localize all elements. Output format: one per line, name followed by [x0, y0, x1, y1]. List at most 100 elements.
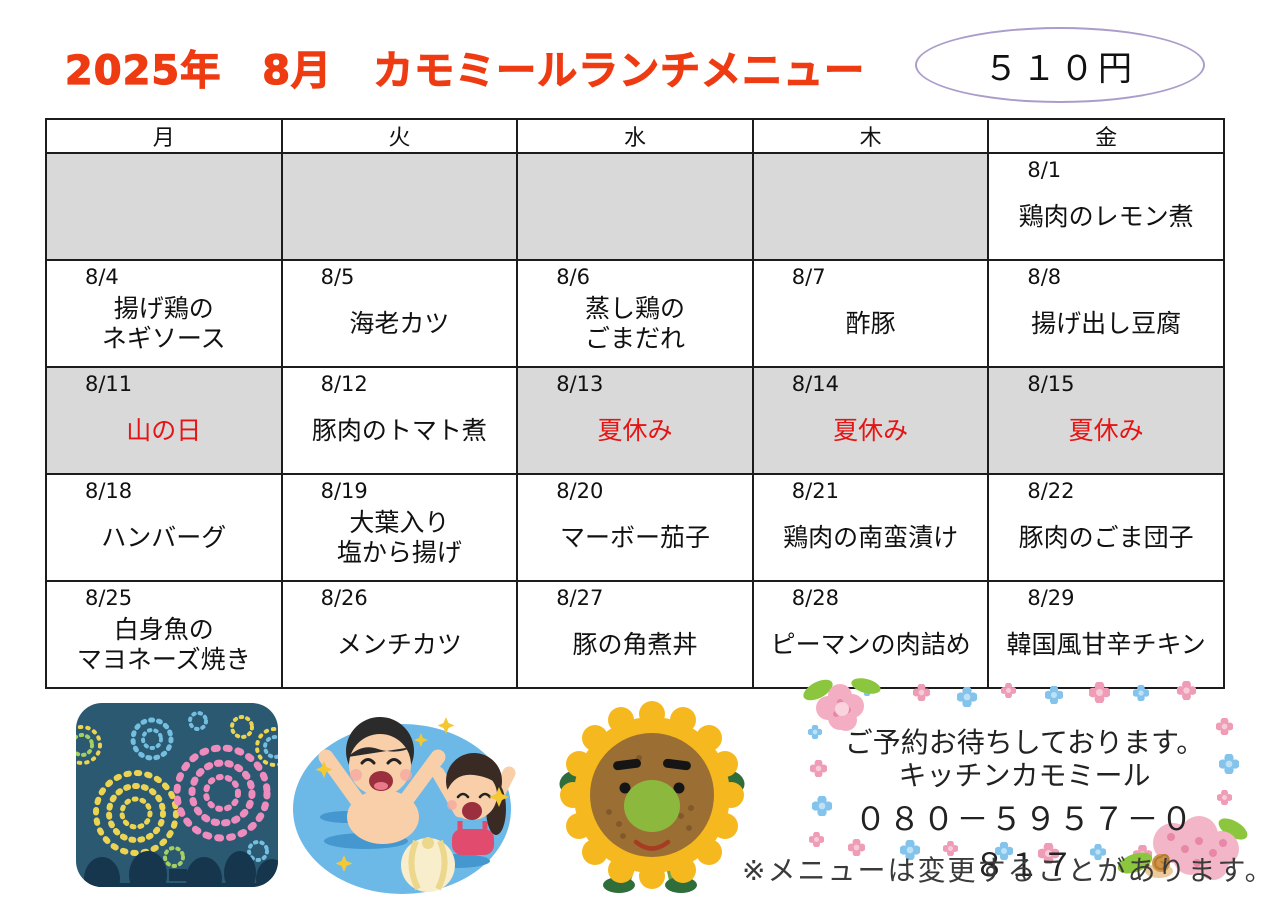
price-badge-label: ５１０円 [984, 48, 1136, 89]
cell-date: 8/4 [85, 265, 119, 289]
pink-flower-icon [912, 683, 933, 704]
cell-menu: 山の日 [126, 415, 202, 445]
pink-flower-icon [1037, 842, 1060, 865]
calendar-cell: 8/7 酢豚 [751, 259, 990, 368]
weekday-header: 木 [751, 118, 990, 154]
pink-flower-icon [942, 840, 963, 861]
price-badge: ５１０円 [915, 27, 1205, 103]
calendar-row: 8/4 揚げ鶏の ネギソース 8/5 海老カツ 8/6 蒸し鶏の ごまだれ 8/7 酢豚 8/8 揚げ… [45, 259, 1225, 368]
cell-date: 8/15 [1027, 372, 1075, 396]
cell-menu: 酢豚 [845, 308, 896, 338]
contact-box: ご予約お待ちしております。 キッチンカモミール ０８０－５９５７－０８１７ [803, 678, 1248, 884]
pink-flower-icon [1176, 680, 1197, 701]
calendar-cell: 8/6 蒸し鶏の ごまだれ [516, 259, 754, 368]
calendar-cell: 8/20 マーボー茄子 [516, 473, 754, 582]
cell-menu [283, 159, 517, 259]
cell-date: 8/13 [556, 372, 604, 396]
cell-date: 8/20 [556, 479, 604, 503]
cell-date: 8/26 [320, 586, 368, 610]
blue-flower-icon [1132, 684, 1153, 705]
cell-menu [47, 159, 281, 259]
cell-menu: 揚げ出し豆腐 [1031, 308, 1182, 338]
cell-menu: 夏休み [1068, 415, 1144, 445]
cell-menu: 白身魚の マヨネーズ焼き [76, 615, 251, 674]
calendar-cell: 8/4 揚げ鶏の ネギソース [45, 259, 283, 368]
cell-menu: 夏休み [597, 415, 673, 445]
eyebrows-eyes [613, 758, 691, 794]
calendar-cell: 8/11 山の日 [45, 366, 283, 475]
cell-menu: 蒸し鶏の ごまだれ [584, 294, 685, 353]
calendar-row: 8/18 ハンバーグ 8/19 大葉入り 塩から揚げ 8/20 マーボー茄子 8/21 鶏肉の南… [45, 473, 1225, 582]
fireworks-illustration [76, 703, 278, 887]
corner-flower-top-left [803, 678, 881, 731]
weekday-header: 火 [280, 118, 519, 154]
calendar-row: 8/11 山の日 8/12 豚肉のトマト煮 8/13 夏休み 8/14 夏休み 8/15 夏休み [45, 366, 1225, 475]
weekday-header: 月 [45, 118, 283, 154]
calendar-cell: 8/15 夏休み [987, 366, 1225, 475]
cell-menu: 鶏肉のレモン煮 [1018, 201, 1194, 231]
weekday-header: 金 [987, 118, 1225, 154]
cell-date: 8/14 [791, 372, 839, 396]
cell-menu: 海老カツ [349, 308, 450, 338]
calendar-cell: 8/18 ハンバーグ [45, 473, 283, 582]
blue-flower-icon [1218, 753, 1240, 775]
cell-menu: 豚肉のトマト煮 [311, 415, 487, 445]
cell-menu: 韓国風甘辛チキン [1006, 629, 1206, 659]
pink-flower-icon [1000, 682, 1021, 703]
sparkles [315, 717, 509, 872]
calendar-cell: 8/29 韓国風甘辛チキン [987, 580, 1225, 689]
calendar-cell [45, 152, 283, 261]
calendar-cell: 8/14 夏休み [751, 366, 990, 475]
calendar-cell: 8/27 豚の角煮丼 [516, 580, 754, 689]
page-title: 2025年 8月 カモミールランチメニュー [64, 47, 866, 94]
pink-flower-icon [1088, 681, 1111, 704]
snail [1145, 854, 1173, 878]
cell-date: 8/11 [85, 372, 133, 396]
mouth [633, 839, 671, 851]
cell-date: 8/12 [320, 372, 368, 396]
nose [624, 780, 680, 832]
footer-note: ※メニューは変更することがあります。 [742, 854, 1275, 887]
pink-flower-icon [1216, 789, 1237, 810]
blue-flower-icon [899, 839, 921, 861]
cell-date: 8/28 [791, 586, 839, 610]
cell-menu: メンチカツ [336, 629, 462, 659]
corner-flower-bottom-right [1117, 816, 1248, 880]
calendar-header: 月火水木金 [45, 118, 1225, 154]
cell-menu [518, 159, 752, 259]
calendar-row: 8/1 鶏肉のレモン煮 [45, 152, 1225, 261]
cell-date: 8/5 [320, 265, 355, 289]
cell-date: 8/8 [1027, 265, 1062, 289]
calendar-row: 8/25 白身魚の マヨネーズ焼き 8/26 メンチカツ 8/27 豚の角煮丼 8/28 ピーマ… [45, 580, 1225, 689]
pink-flower-icon [809, 759, 830, 780]
cell-date: 8/7 [791, 265, 826, 289]
calendar-cell [516, 152, 754, 261]
pink-flower-icon [847, 838, 868, 859]
cell-date: 8/27 [556, 586, 604, 610]
cell-menu [754, 159, 988, 259]
contact-shop-name: キッチンカモミール [898, 759, 1151, 793]
cell-menu: 豚肉のごま団子 [1018, 522, 1194, 552]
boy [318, 717, 446, 844]
cell-menu: 夏休み [833, 415, 909, 445]
calendar-cell [280, 152, 519, 261]
cell-menu: マーボー茄子 [559, 522, 710, 552]
cell-menu: 豚の角煮丼 [572, 629, 698, 659]
cell-menu: 揚げ鶏の ネギソース [101, 294, 226, 353]
blue-flower-icon [994, 841, 1015, 862]
cell-menu: ピーマンの肉詰め [770, 629, 971, 659]
cell-date: 8/1 [1027, 158, 1062, 182]
blue-flower-icon [807, 724, 828, 744]
cell-date: 8/21 [791, 479, 839, 503]
cell-date: 8/22 [1027, 479, 1075, 503]
weekday-header: 水 [516, 118, 754, 154]
cell-menu: ハンバーグ [101, 522, 227, 552]
beach-ball [401, 837, 455, 892]
pink-flower-icon [1215, 717, 1236, 738]
lunch-calendar-table: 月火水木金 8/1 鶏肉のレモン煮 8/4 揚げ鶏の ネギソース 8/5 海老カツ 8/6 蒸し… [45, 118, 1225, 689]
blue-flower-icon [811, 795, 833, 817]
calendar-cell: 8/22 豚肉のごま団子 [987, 473, 1225, 582]
blue-flower-icon [1089, 843, 1110, 864]
pink-flower-icon [808, 831, 829, 852]
